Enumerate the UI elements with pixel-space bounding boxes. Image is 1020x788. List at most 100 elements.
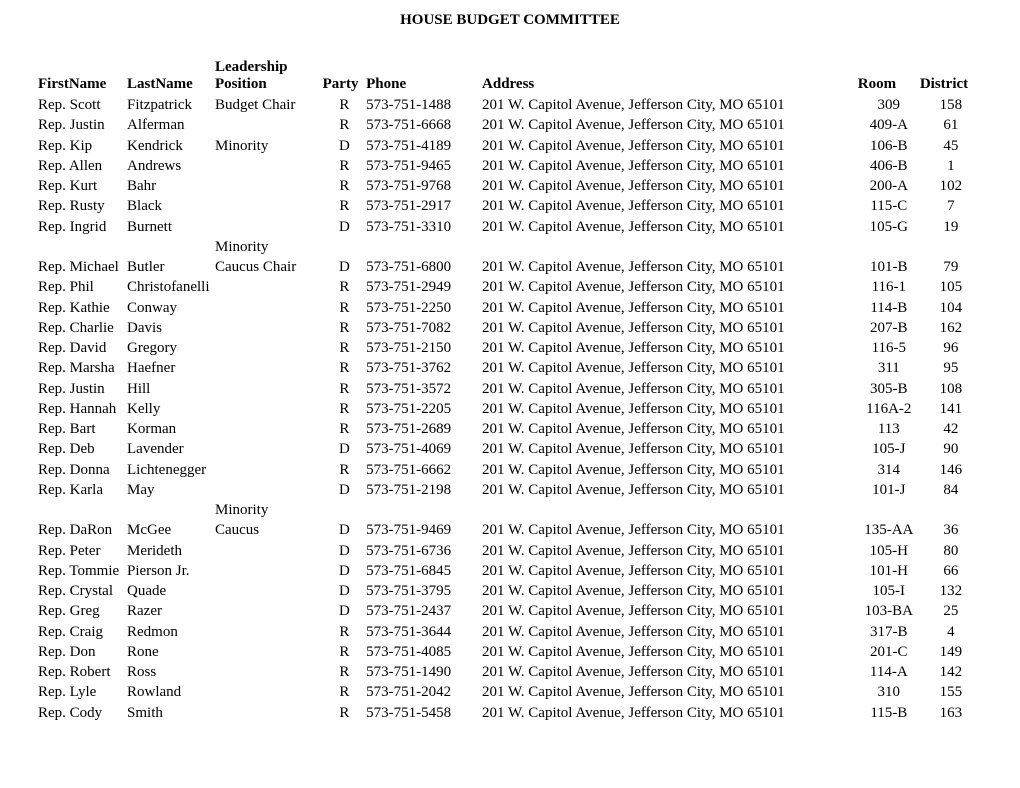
cell-district: 84: [920, 480, 982, 500]
cell-lastname: Ross: [127, 662, 215, 682]
cell-blank: [920, 500, 982, 520]
cell-party: D: [323, 581, 366, 601]
table-row: Rep. DebLavenderD573-751-4069201 W. Capi…: [38, 439, 982, 459]
table-row: Rep. HannahKellyR573-751-2205201 W. Capi…: [38, 399, 982, 419]
table-row: Rep. LyleRowlandR573-751-2042201 W. Capi…: [38, 682, 982, 702]
cell-party: D: [323, 136, 366, 156]
cell-blank: [127, 500, 215, 520]
cell-party: R: [323, 298, 366, 318]
cell-leadership-line1: Minority: [215, 500, 323, 520]
cell-party: D: [323, 561, 366, 581]
cell-leadership: [215, 561, 323, 581]
cell-leadership: [215, 419, 323, 439]
cell-address: 201 W. Capitol Avenue, Jefferson City, M…: [482, 439, 858, 459]
cell-leadership: [215, 379, 323, 399]
table-row: Rep. RustyBlackR573-751-2917201 W. Capit…: [38, 196, 982, 216]
cell-district: 1: [920, 156, 982, 176]
cell-lastname: Butler: [127, 257, 215, 277]
cell-district: 146: [920, 460, 982, 480]
committee-table: FirstName LastName Leadership Position P…: [38, 59, 982, 723]
cell-district: 79: [920, 257, 982, 277]
cell-address: 201 W. Capitol Avenue, Jefferson City, M…: [482, 460, 858, 480]
cell-district: 66: [920, 561, 982, 581]
cell-phone: 573-751-1488: [366, 95, 482, 115]
cell-leadership: [215, 318, 323, 338]
cell-address: 201 W. Capitol Avenue, Jefferson City, M…: [482, 480, 858, 500]
cell-party: D: [323, 480, 366, 500]
cell-phone: 573-751-9768: [366, 176, 482, 196]
cell-address: 201 W. Capitol Avenue, Jefferson City, M…: [482, 318, 858, 338]
cell-address: 201 W. Capitol Avenue, Jefferson City, M…: [482, 277, 858, 297]
cell-phone: 573-751-6668: [366, 115, 482, 135]
cell-room: 317-B: [858, 622, 920, 642]
table-row: Rep. ScottFitzpatrickBudget ChairR573-75…: [38, 95, 982, 115]
cell-district: 102: [920, 176, 982, 196]
cell-firstname: Rep. Michael: [38, 257, 127, 277]
cell-room: 115-C: [858, 196, 920, 216]
cell-firstname: Rep. Peter: [38, 541, 127, 561]
cell-leadership: [215, 358, 323, 378]
cell-blank: [323, 500, 366, 520]
cell-lastname: Bahr: [127, 176, 215, 196]
table-row: Rep. JustinAlfermanR573-751-6668201 W. C…: [38, 115, 982, 135]
cell-party: R: [323, 95, 366, 115]
cell-firstname: Rep. Charlie: [38, 318, 127, 338]
cell-room: 310: [858, 682, 920, 702]
cell-leadership: [215, 176, 323, 196]
cell-firstname: Rep. Phil: [38, 277, 127, 297]
cell-district: 104: [920, 298, 982, 318]
cell-lastname: Haefner: [127, 358, 215, 378]
cell-phone: 573-751-3572: [366, 379, 482, 399]
cell-firstname: Rep. Kurt: [38, 176, 127, 196]
cell-phone: 573-751-1490: [366, 662, 482, 682]
cell-lastname: Black: [127, 196, 215, 216]
cell-room: 116A-2: [858, 399, 920, 419]
col-header-firstname: FirstName: [38, 59, 127, 95]
cell-firstname: Rep. Hannah: [38, 399, 127, 419]
cell-address: 201 W. Capitol Avenue, Jefferson City, M…: [482, 520, 858, 540]
cell-leadership: [215, 277, 323, 297]
cell-firstname: Rep. Lyle: [38, 682, 127, 702]
cell-address: 201 W. Capitol Avenue, Jefferson City, M…: [482, 682, 858, 702]
page-title: HOUSE BUDGET COMMITTEE: [38, 12, 982, 29]
cell-room: 311: [858, 358, 920, 378]
cell-lastname: Quade: [127, 581, 215, 601]
cell-firstname: Rep. Craig: [38, 622, 127, 642]
table-row: Rep. KipKendrickMinorityD573-751-4189201…: [38, 136, 982, 156]
col-header-phone: Phone: [366, 59, 482, 95]
cell-firstname: Rep. Deb: [38, 439, 127, 459]
table-row: Rep. JustinHillR573-751-3572201 W. Capit…: [38, 379, 982, 399]
cell-address: 201 W. Capitol Avenue, Jefferson City, M…: [482, 338, 858, 358]
cell-party: R: [323, 318, 366, 338]
cell-address: 201 W. Capitol Avenue, Jefferson City, M…: [482, 298, 858, 318]
cell-lastname: Rowland: [127, 682, 215, 702]
cell-lastname: Burnett: [127, 217, 215, 237]
cell-room: 114-A: [858, 662, 920, 682]
cell-firstname: Rep. Donna: [38, 460, 127, 480]
cell-district: 96: [920, 338, 982, 358]
cell-firstname: Rep. Scott: [38, 95, 127, 115]
cell-party: R: [323, 642, 366, 662]
cell-phone: 573-751-5458: [366, 703, 482, 723]
cell-firstname: Rep. Karla: [38, 480, 127, 500]
cell-blank: [323, 237, 366, 257]
cell-lastname: Redmon: [127, 622, 215, 642]
cell-address: 201 W. Capitol Avenue, Jefferson City, M…: [482, 703, 858, 723]
cell-leadership: [215, 338, 323, 358]
table-row: Rep. DavidGregoryR573-751-2150201 W. Cap…: [38, 338, 982, 358]
cell-address: 201 W. Capitol Avenue, Jefferson City, M…: [482, 217, 858, 237]
cell-lastname: Rone: [127, 642, 215, 662]
cell-party: R: [323, 277, 366, 297]
cell-lastname: Pierson Jr.: [127, 561, 215, 581]
cell-room: 114-B: [858, 298, 920, 318]
cell-room: 105-H: [858, 541, 920, 561]
cell-lastname: Hill: [127, 379, 215, 399]
cell-party: R: [323, 358, 366, 378]
cell-phone: 573-751-2150: [366, 338, 482, 358]
cell-phone: 573-751-9469: [366, 520, 482, 540]
table-row: Rep. CraigRedmonR573-751-3644201 W. Capi…: [38, 622, 982, 642]
cell-leadership: [215, 601, 323, 621]
cell-leadership: [215, 115, 323, 135]
cell-party: R: [323, 156, 366, 176]
cell-party: D: [323, 217, 366, 237]
